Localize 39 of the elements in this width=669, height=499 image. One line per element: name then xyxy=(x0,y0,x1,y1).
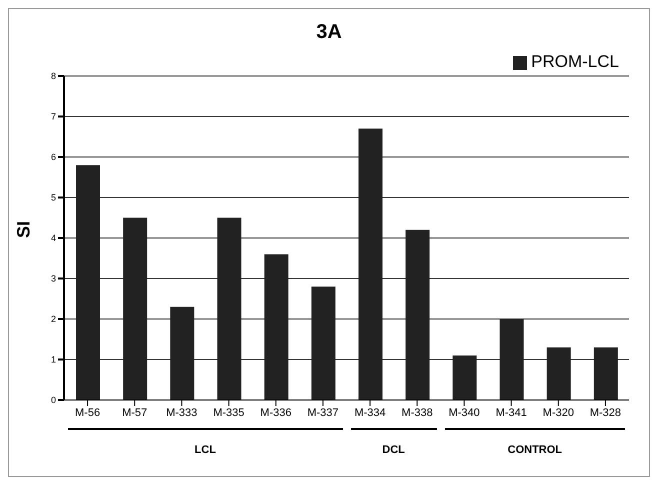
text: CONTROL xyxy=(444,428,625,456)
x-tick-label: M-338 xyxy=(402,406,433,419)
x-tick-label: M-337 xyxy=(307,406,339,419)
bar xyxy=(123,218,148,400)
bar xyxy=(546,347,571,400)
x-tick-label: M-56 xyxy=(75,406,100,419)
bar xyxy=(76,165,100,400)
y-tick-label: 8 xyxy=(50,71,56,82)
x-tick-label: M-340 xyxy=(448,406,480,419)
chart-title: 3A xyxy=(315,20,343,44)
x-tick-label: M-333 xyxy=(166,406,198,419)
bar xyxy=(406,230,430,400)
y-tick-label: 4 xyxy=(50,233,56,244)
bar xyxy=(358,128,382,400)
legend-label: PROM-LCL xyxy=(531,52,619,71)
bar xyxy=(452,355,477,400)
bar xyxy=(264,254,288,400)
y-tick-label: 0 xyxy=(50,395,56,406)
bar xyxy=(594,347,618,400)
x-tick-label: M-328 xyxy=(590,406,622,419)
x-tick-label: M-334 xyxy=(354,406,386,419)
y-tick-label: 3 xyxy=(50,274,56,284)
y-axis-title: SI xyxy=(13,220,34,238)
bar xyxy=(217,218,242,400)
x-tick-label: M-336 xyxy=(260,406,292,419)
bar xyxy=(170,306,194,400)
y-tick-label: 5 xyxy=(50,192,56,203)
x-tick-label: M-320 xyxy=(542,406,574,419)
bar xyxy=(311,286,336,400)
x-tick-label: M-341 xyxy=(496,406,527,419)
text: LCL xyxy=(68,428,342,456)
x-tick-label: M-57 xyxy=(122,406,148,419)
y-tick-label: 7 xyxy=(50,112,56,122)
bar xyxy=(500,319,524,400)
y-tick-label: 2 xyxy=(50,314,56,324)
x-tick-label: M-335 xyxy=(213,406,244,419)
y-tick-label: 1 xyxy=(50,354,56,365)
text: DCL xyxy=(350,428,437,456)
y-tick-label: 6 xyxy=(50,152,56,162)
